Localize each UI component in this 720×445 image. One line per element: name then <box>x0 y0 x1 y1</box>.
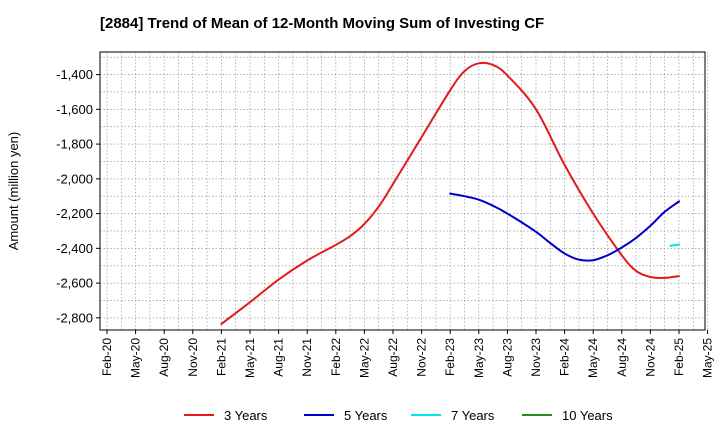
x-tick-label: Feb-22 <box>329 338 343 376</box>
chart-title: [2884] Trend of Mean of 12-Month Moving … <box>100 15 544 32</box>
x-tick-label: Aug-23 <box>500 338 514 377</box>
legend-label-7-years: 7 Years <box>451 408 495 423</box>
legend-label-10-years: 10 Years <box>562 408 613 423</box>
x-tick-label: Feb-25 <box>672 338 686 376</box>
x-tick-label: Nov-21 <box>300 338 314 377</box>
y-tick-label: -2,600 <box>56 276 93 291</box>
legend-label-5-years: 5 Years <box>344 408 388 423</box>
y-tick-label: -2,000 <box>56 171 93 186</box>
x-tick-label: Nov-24 <box>643 338 657 377</box>
x-tick-label: Feb-21 <box>214 338 228 376</box>
x-tick-label: Feb-23 <box>443 338 457 376</box>
series-lines <box>220 61 680 325</box>
x-tick-label: Aug-21 <box>272 338 286 377</box>
x-tick-label: May-21 <box>243 338 257 378</box>
x-tick-label: May-25 <box>701 338 715 378</box>
y-axis-label: Amount (million yen) <box>6 132 21 251</box>
x-tick-label: Aug-20 <box>157 338 171 377</box>
series-line-3-years <box>220 61 680 325</box>
legend-label-3-years: 3 Years <box>224 408 268 423</box>
y-tick-label: -1,600 <box>56 102 93 117</box>
axis-ticks: -2,800 -2,600 -2,400 -2,200 -2,000 -1,800 -1,6… <box>56 67 714 378</box>
series-line-7-years <box>669 243 680 247</box>
x-tick-label: Aug-22 <box>386 338 400 377</box>
x-tick-label: Nov-23 <box>529 338 543 377</box>
y-tick-label: -2,800 <box>56 310 93 325</box>
x-tick-label: Feb-20 <box>100 338 114 376</box>
grid-lines <box>100 52 708 330</box>
y-tick-label: -1,800 <box>56 137 93 152</box>
x-tick-label: Nov-22 <box>415 338 429 377</box>
x-tick-label: Nov-20 <box>186 338 200 377</box>
series-line-5-years <box>449 192 680 262</box>
plot-area-frame <box>99 51 706 331</box>
x-tick-label: Feb-24 <box>558 338 572 376</box>
y-tick-label: -2,200 <box>56 206 93 221</box>
y-tick-label: -1,400 <box>56 67 93 82</box>
x-tick-label: May-22 <box>357 338 371 378</box>
x-tick-label: May-20 <box>129 338 143 378</box>
x-tick-label: May-24 <box>586 338 600 378</box>
x-tick-label: Aug-24 <box>615 338 629 377</box>
x-tick-label: May-23 <box>472 338 486 378</box>
legend: 3 Years 5 Years 7 Years 10 Years <box>184 408 613 423</box>
y-tick-label: -2,400 <box>56 241 93 256</box>
